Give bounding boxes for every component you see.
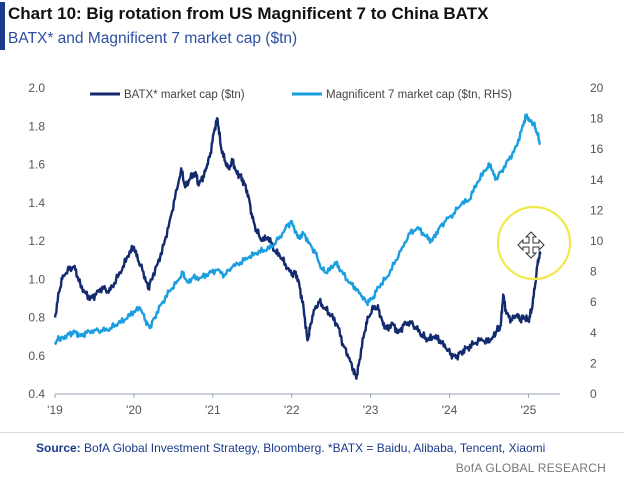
y-left-tick-label: 1.8 xyxy=(28,119,45,133)
x-tick-label: '23 xyxy=(363,403,379,417)
mag7-series-line xyxy=(53,113,542,345)
y-right-tick-label: 10 xyxy=(590,234,604,248)
x-tick-label: '24 xyxy=(442,403,458,417)
y-left-tick-label: 2.0 xyxy=(28,81,45,95)
y-right-tick-label: 18 xyxy=(590,112,604,126)
y-left-tick-label: 0.6 xyxy=(28,349,45,363)
y-right-tick-label: 16 xyxy=(590,142,604,156)
y-right-tick-label: 6 xyxy=(590,295,597,309)
y-right-tick-label: 14 xyxy=(590,173,604,187)
line-chart: 0.4 0.6 0.8 1.0 1.2 1.4 1.6 1.8 2.0 0 2 4 6 8 10 12 14 16… xyxy=(28,81,604,417)
y-left-tick-label: 1.2 xyxy=(28,234,45,248)
source-note: Source: BofA Global Investment Strategy,… xyxy=(36,441,545,455)
y-right-tick-label: 4 xyxy=(590,326,597,340)
source-text: BofA Global Investment Strategy, Bloombe… xyxy=(80,441,546,455)
y-right-tick-label: 2 xyxy=(590,356,597,370)
move-cursor-icon xyxy=(517,231,545,259)
y-right-tick-label: 12 xyxy=(590,203,604,217)
brand-label: BofA GLOBAL RESEARCH xyxy=(455,461,606,475)
legend-mag7-label: Magnificent 7 market cap ($tn, RHS) xyxy=(326,89,512,101)
y-right-tick-label: 0 xyxy=(590,387,597,401)
y-left-tick-label: 1.6 xyxy=(28,158,45,172)
y-left-tick-label: 0.8 xyxy=(28,311,45,325)
x-tick-label: '25 xyxy=(521,403,537,417)
x-tick-label: '22 xyxy=(284,403,300,417)
y-right-tick-label: 20 xyxy=(590,81,604,95)
legend-batx-label: BATX* market cap ($tn) xyxy=(124,89,245,101)
x-tick-label: '21 xyxy=(205,403,221,417)
title-accent-bar xyxy=(0,2,5,50)
x-tick-label: '20 xyxy=(126,403,142,417)
footer-divider xyxy=(0,432,624,433)
chart-title: Chart 10: Big rotation from US Magnifice… xyxy=(8,4,489,23)
y-right-tick-label: 8 xyxy=(590,265,597,279)
y-left-tick-label: 0.4 xyxy=(28,387,45,401)
batx-series-line xyxy=(53,117,542,380)
y-left-tick-label: 1.4 xyxy=(28,196,45,210)
y-left-tick-label: 1.0 xyxy=(28,272,45,286)
highlight-circle xyxy=(496,205,572,281)
chart-subtitle: BATX* and Magnificent 7 market cap ($tn) xyxy=(8,30,298,47)
x-tick-label: '19 xyxy=(47,403,63,417)
source-label: Source: xyxy=(36,441,81,455)
